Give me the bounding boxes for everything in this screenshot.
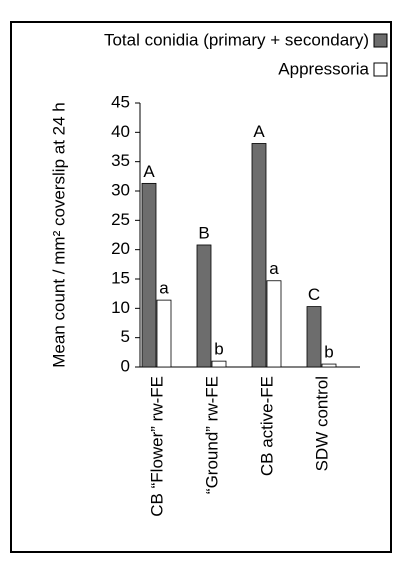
y-axis-label: Mean count / mm² coverslip at 24 h: [49, 102, 68, 368]
significance-label: b: [214, 340, 223, 359]
x-tick-label: CB “Flower” rw-FE: [147, 376, 166, 517]
bar: [156, 299, 172, 368]
x-tick-label: “Ground” rw-FE: [202, 376, 221, 494]
legend-swatch: [373, 33, 388, 48]
legend-label: Appressoria: [278, 59, 369, 78]
y-tick-label: 35: [111, 151, 130, 170]
y-tick-label: 20: [111, 239, 130, 258]
bar: [211, 360, 227, 368]
x-tick-label: SDW control: [312, 376, 331, 471]
legend-label: Total conidia (primary + secondary): [104, 30, 369, 49]
significance-label: B: [198, 223, 209, 242]
y-tick-label: 5: [121, 327, 130, 346]
significance-label: b: [324, 343, 333, 362]
bar: [196, 244, 212, 368]
y-tick-label: 45: [111, 92, 130, 111]
bar: [266, 280, 282, 368]
significance-label: a: [269, 259, 279, 278]
significance-label: a: [159, 279, 169, 298]
significance-label: A: [253, 122, 265, 141]
significance-label: A: [143, 162, 155, 181]
bar: [251, 143, 267, 368]
bar: [321, 363, 337, 368]
y-tick-label: 10: [111, 298, 130, 317]
legend-swatch: [373, 62, 388, 77]
y-tick-label: 25: [111, 210, 130, 229]
frame: [10, 21, 392, 553]
y-tick-label: 0: [121, 356, 130, 375]
y-tick-label: 15: [111, 268, 130, 287]
significance-label: C: [308, 285, 320, 304]
x-tick-label: CB active-FE: [257, 376, 276, 476]
bar: [141, 182, 157, 368]
bar: [306, 306, 322, 368]
y-tick-label: 40: [111, 122, 130, 141]
y-tick-label: 30: [111, 180, 130, 199]
